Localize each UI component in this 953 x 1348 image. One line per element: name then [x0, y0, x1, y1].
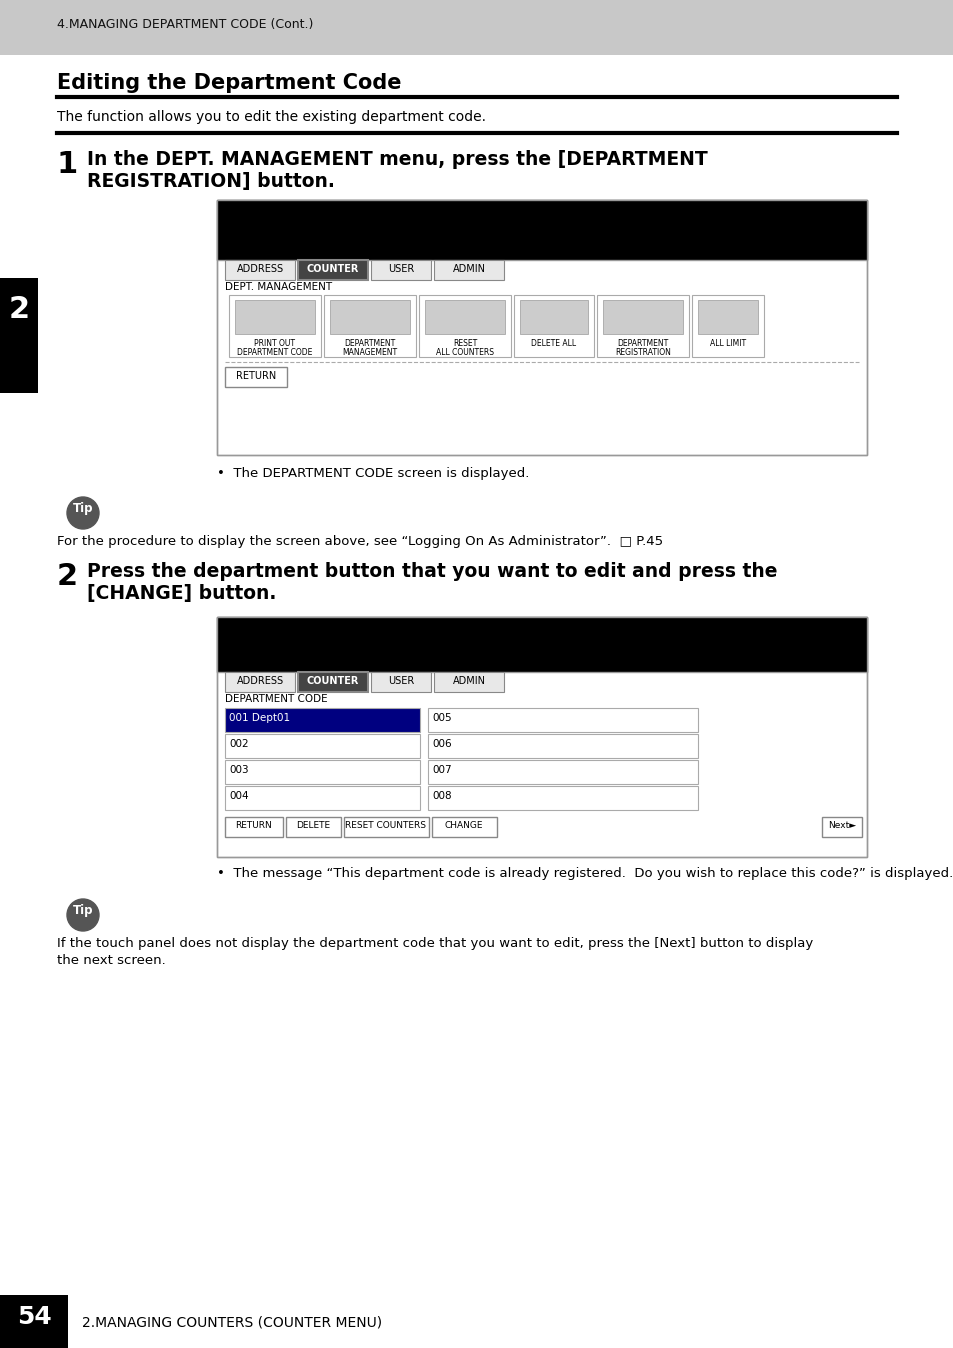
Bar: [216, 200, 866, 456]
Bar: [428, 760, 698, 785]
Text: In the DEPT. MANAGEMENT menu, press the [DEPARTMENT: In the DEPT. MANAGEMENT menu, press the …: [87, 150, 707, 168]
Text: RETURN: RETURN: [235, 371, 275, 381]
Text: USER: USER: [388, 675, 414, 686]
Text: ADMIN: ADMIN: [452, 264, 485, 274]
Text: ALL COUNTERS: ALL COUNTERS: [436, 348, 494, 357]
Bar: [225, 367, 287, 387]
Text: Editing the Department Code: Editing the Department Code: [57, 73, 401, 93]
Text: DELETE ALL: DELETE ALL: [531, 338, 576, 348]
Bar: [297, 673, 368, 692]
Text: 008: 008: [432, 791, 451, 801]
Text: 004: 004: [229, 791, 249, 801]
Bar: [597, 295, 688, 357]
Text: CHANGE: CHANGE: [444, 821, 483, 830]
Bar: [234, 301, 314, 334]
Text: RESET COUNTERS: RESET COUNTERS: [345, 821, 426, 830]
Bar: [434, 260, 503, 280]
Text: ADDRESS: ADDRESS: [236, 264, 283, 274]
Bar: [216, 617, 866, 857]
Bar: [0, 278, 38, 394]
Circle shape: [67, 899, 99, 931]
Text: COUNTER: COUNTER: [307, 264, 359, 274]
Text: REGISTRATION: REGISTRATION: [615, 348, 670, 357]
Text: Tip: Tip: [72, 905, 93, 917]
Text: 003: 003: [229, 766, 249, 775]
Bar: [371, 260, 431, 280]
Text: PRINT OUT: PRINT OUT: [254, 338, 295, 348]
Bar: [225, 817, 283, 837]
Text: DELETE: DELETE: [295, 821, 330, 830]
Bar: [432, 817, 497, 837]
Text: 006: 006: [432, 739, 451, 749]
Text: [CHANGE] button.: [CHANGE] button.: [87, 584, 276, 603]
Text: 2.MANAGING COUNTERS (COUNTER MENU): 2.MANAGING COUNTERS (COUNTER MENU): [82, 1316, 382, 1329]
Bar: [225, 786, 419, 810]
Bar: [691, 295, 763, 357]
Bar: [297, 260, 368, 280]
Circle shape: [67, 497, 99, 528]
Bar: [324, 295, 416, 357]
Bar: [428, 735, 698, 758]
Bar: [286, 817, 340, 837]
Text: ALL LIMIT: ALL LIMIT: [709, 338, 745, 348]
Text: RESET: RESET: [453, 338, 476, 348]
Text: 1: 1: [57, 150, 78, 179]
Bar: [330, 301, 410, 334]
Bar: [229, 295, 320, 357]
Bar: [216, 200, 866, 260]
Text: 2: 2: [9, 295, 30, 324]
Bar: [698, 301, 758, 334]
Text: 002: 002: [229, 739, 249, 749]
Text: If the touch panel does not display the department code that you want to edit, p: If the touch panel does not display the …: [57, 937, 812, 950]
Bar: [371, 673, 431, 692]
Bar: [514, 295, 594, 357]
Bar: [428, 786, 698, 810]
Bar: [519, 301, 587, 334]
Text: 005: 005: [432, 713, 451, 723]
Text: 4.MANAGING DEPARTMENT CODE (Cont.): 4.MANAGING DEPARTMENT CODE (Cont.): [57, 18, 313, 31]
Text: DEPT. MANAGEMENT: DEPT. MANAGEMENT: [225, 282, 332, 293]
Bar: [225, 708, 419, 732]
Text: DEPARTMENT CODE: DEPARTMENT CODE: [225, 694, 327, 704]
Text: DEPARTMENT: DEPARTMENT: [344, 338, 395, 348]
Text: 007: 007: [432, 766, 451, 775]
Bar: [428, 708, 698, 732]
Text: 54: 54: [16, 1305, 51, 1329]
Bar: [216, 260, 866, 456]
Text: 2: 2: [57, 562, 78, 590]
Bar: [344, 817, 429, 837]
Bar: [0, 1295, 68, 1348]
Bar: [225, 260, 294, 280]
Bar: [225, 673, 294, 692]
Text: ADDRESS: ADDRESS: [236, 675, 283, 686]
Text: •  The DEPARTMENT CODE screen is displayed.: • The DEPARTMENT CODE screen is displaye…: [216, 466, 529, 480]
Bar: [821, 817, 862, 837]
Bar: [225, 735, 419, 758]
Bar: [0, 0, 953, 55]
Text: Tip: Tip: [72, 501, 93, 515]
Text: 001 Dept01: 001 Dept01: [229, 713, 290, 723]
Text: ADMIN: ADMIN: [452, 675, 485, 686]
Text: COUNTER: COUNTER: [307, 675, 359, 686]
Bar: [602, 301, 682, 334]
Bar: [434, 673, 503, 692]
Text: USER: USER: [388, 264, 414, 274]
Text: REGISTRATION] button.: REGISTRATION] button.: [87, 173, 335, 191]
Bar: [225, 760, 419, 785]
Bar: [424, 301, 504, 334]
Text: The function allows you to edit the existing department code.: The function allows you to edit the exis…: [57, 111, 485, 124]
Text: DEPARTMENT: DEPARTMENT: [617, 338, 668, 348]
Text: For the procedure to display the screen above, see “Logging On As Administrator”: For the procedure to display the screen …: [57, 535, 662, 549]
Bar: [216, 617, 866, 673]
Text: MANAGEMENT: MANAGEMENT: [342, 348, 397, 357]
Bar: [418, 295, 511, 357]
Text: Press the department button that you want to edit and press the: Press the department button that you wan…: [87, 562, 777, 581]
Text: Next►: Next►: [827, 821, 855, 830]
Text: RETURN: RETURN: [235, 821, 273, 830]
Bar: [216, 673, 866, 857]
Text: DEPARTMENT CODE: DEPARTMENT CODE: [237, 348, 313, 357]
Text: •  The message “This department code is already registered.  Do you wish to repl: • The message “This department code is a…: [216, 867, 952, 880]
Text: the next screen.: the next screen.: [57, 954, 166, 967]
